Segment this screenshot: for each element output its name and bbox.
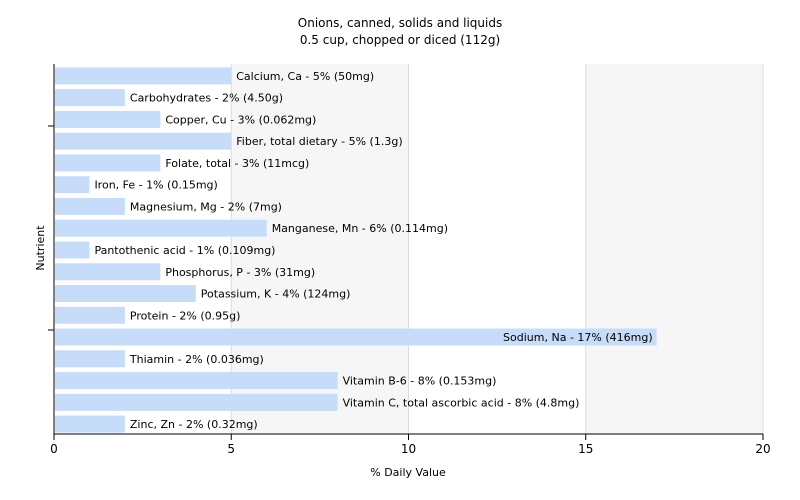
bar <box>55 285 196 303</box>
x-tick-label: 15 <box>578 442 593 456</box>
x-axis-label: % Daily Value <box>370 466 446 479</box>
bar <box>55 67 232 85</box>
bar-label: Folate, total - 3% (11mcg) <box>165 157 309 170</box>
bar <box>55 263 161 281</box>
bar-label: Thiamin - 2% (0.036mg) <box>129 353 264 366</box>
bars: Calcium, Ca - 5% (50mg) Carbohydrates - 2… <box>55 67 657 433</box>
x-tick-label: 10 <box>401 442 416 456</box>
chart-title: Onions, canned, solids and liquids <box>298 16 502 30</box>
bar <box>55 219 267 237</box>
bar <box>55 306 125 324</box>
bar <box>55 328 657 346</box>
bar <box>55 415 125 433</box>
bar <box>55 197 125 215</box>
bar <box>55 176 90 194</box>
y-axis-label: Nutrient <box>34 225 47 271</box>
bar-label: Calcium, Ca - 5% (50mg) <box>236 70 374 83</box>
bar-label: Magnesium, Mg - 2% (7mg) <box>130 200 282 213</box>
bar <box>55 110 161 128</box>
bar-label: Iron, Fe - 1% (0.15mg) <box>94 179 217 192</box>
bar <box>55 372 338 390</box>
bar-label: Vitamin B-6 - 8% (0.153mg) <box>343 375 497 388</box>
axes: 0 5 10 15 20 <box>48 64 771 456</box>
bar-label: Copper, Cu - 3% (0.062mg) <box>165 113 316 126</box>
chart-subtitle: 0.5 cup, chopped or diced (112g) <box>300 33 500 47</box>
bar-label: Zinc, Zn - 2% (0.32mg) <box>130 418 258 431</box>
bar-label: Carbohydrates - 2% (4.50g) <box>130 92 283 105</box>
plot-band <box>408 64 586 434</box>
bar-label: Potassium, K - 4% (124mg) <box>201 288 351 301</box>
bar-label: Vitamin C, total ascorbic acid - 8% (4.8… <box>343 396 580 409</box>
bar-label: Phosphorus, P - 3% (31mg) <box>165 266 315 279</box>
x-tick-label: 0 <box>50 442 58 456</box>
bar-label: Protein - 2% (0.95g) <box>130 309 241 322</box>
plot-band <box>585 64 763 434</box>
bar <box>55 241 90 259</box>
bar-label: Fiber, total dietary - 5% (1.3g) <box>236 135 402 148</box>
bar <box>55 350 125 368</box>
bar-label: Pantothenic acid - 1% (0.109mg) <box>94 244 275 257</box>
bar-label: Manganese, Mn - 6% (0.114mg) <box>272 222 448 235</box>
bar <box>55 132 232 150</box>
x-tick-label: 5 <box>227 442 235 456</box>
bar <box>55 393 338 411</box>
bar-label: Sodium, Na - 17% (416mg) <box>503 331 653 344</box>
x-tick-label: 20 <box>755 442 770 456</box>
bar <box>55 89 125 107</box>
bar <box>55 154 161 172</box>
